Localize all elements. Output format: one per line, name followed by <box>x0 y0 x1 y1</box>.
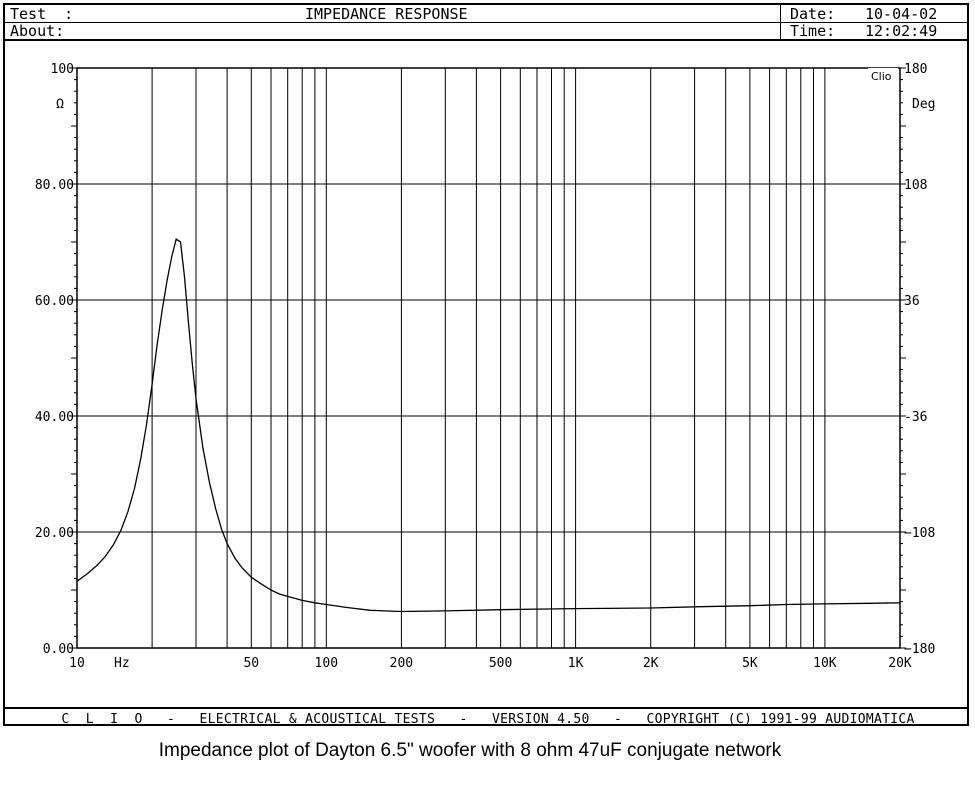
about-label: About: <box>10 22 65 40</box>
x-tick-label: 10K <box>813 656 837 671</box>
axis-labels: 10 50 100 200 500 1K 2K 5K 10K 20K 0.00 20.00 40.00 6… <box>35 62 935 671</box>
footer-copyright: C L I O - ELECTRICAL & ACOUSTICAL TESTS … <box>61 712 915 727</box>
y2-tick-label: 180 <box>904 62 927 77</box>
x-tick-label: 20K <box>888 656 912 671</box>
y-tick-label: 0.00 <box>43 642 74 657</box>
caption: Impedance plot of Dayton 6.5" woofer wit… <box>158 740 782 761</box>
report-title: IMPEDANCE RESPONSE <box>305 5 468 23</box>
y2-tick-label: 108 <box>904 178 927 193</box>
date-label: Date: <box>790 5 836 23</box>
x-tick-label: 1K <box>568 656 584 671</box>
y-tick-label: 80.00 <box>35 178 74 193</box>
y2-axis-unit: Deg <box>912 97 935 112</box>
time-value: 12:02:49 <box>865 22 938 40</box>
y-tick-label: 20.00 <box>35 526 74 541</box>
time-label: Time: <box>790 22 836 40</box>
y-tick-label: 60.00 <box>35 294 74 309</box>
footer-divider <box>5 707 967 709</box>
y2-tick-label: −108 <box>904 526 935 541</box>
y2-tick-label: −180 <box>904 642 935 657</box>
horizontal-gridlines <box>77 183 900 533</box>
y-axis-unit: Ω <box>56 97 64 112</box>
clio-badge-bg <box>868 68 898 85</box>
plot-area-border <box>76 67 901 649</box>
y2-tick-label: 36 <box>904 294 920 309</box>
y2-tick-label: -36 <box>904 410 927 425</box>
x-axis-unit: Hz <box>114 656 130 671</box>
impedance-curve <box>76 238 901 613</box>
clio-badge: Clio <box>871 70 892 83</box>
x-tick-label: 5K <box>742 656 758 671</box>
x-tick-label: 100 <box>315 656 338 671</box>
test-label: Test : <box>10 5 74 23</box>
right-axis-ticks <box>900 67 906 649</box>
y-tick-label: 100 <box>51 62 74 77</box>
x-tick-label: 50 <box>243 656 259 671</box>
header-row-divider <box>5 22 967 23</box>
header-column-divider <box>780 5 781 40</box>
x-tick-label: 2K <box>643 656 659 671</box>
date-value: 10-04-02 <box>865 5 938 23</box>
header-bottom-divider <box>5 39 967 41</box>
impedance-chart: 10 50 100 200 500 1K 2K 5K 10K 20K 0.00 20.00 40.00 6… <box>35 62 936 671</box>
x-tick-label: 10 <box>69 656 85 671</box>
clio-window: Test : About: IMPEDANCE RESPONSE Date: 1… <box>3 3 969 727</box>
x-tick-label: 200 <box>390 656 413 671</box>
left-axis-ticks <box>71 67 77 649</box>
x-tick-label: 500 <box>489 656 512 671</box>
vertical-gridlines <box>151 68 826 648</box>
y-tick-label: 40.00 <box>35 410 74 425</box>
